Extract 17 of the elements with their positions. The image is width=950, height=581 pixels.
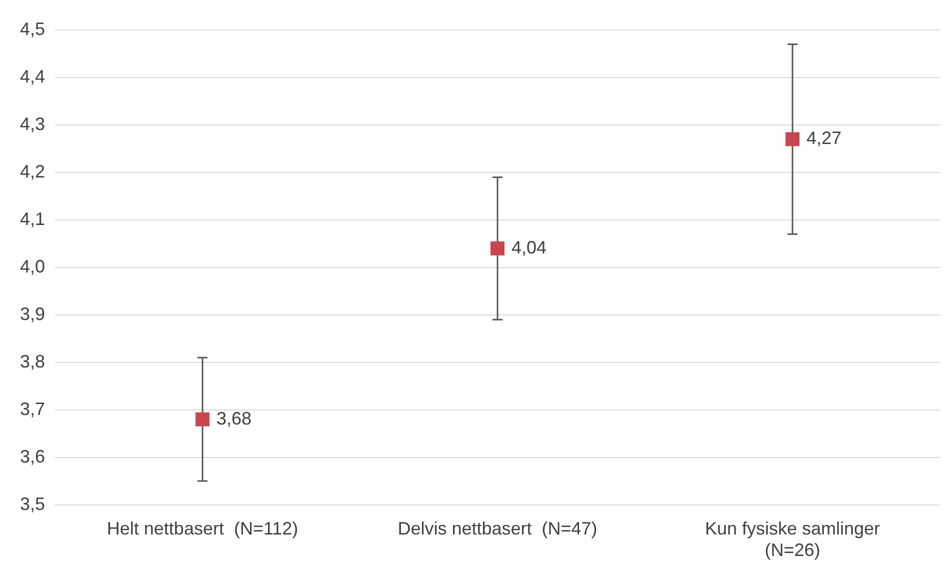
y-tick-label: 4,0 bbox=[20, 256, 46, 276]
data-label: 4,27 bbox=[806, 128, 842, 148]
y-tick-label: 4,3 bbox=[20, 114, 46, 134]
y-tick-label: 4,4 bbox=[20, 66, 46, 86]
x-tick-label: Kun fysiske samlinger (N=26) bbox=[704, 518, 880, 560]
x-tick-label: Helt nettbasert (N=112) bbox=[106, 518, 298, 539]
data-label: 3,68 bbox=[216, 408, 252, 428]
y-tick-label: 4,2 bbox=[20, 161, 46, 182]
y-tick-label: 3,5 bbox=[20, 494, 46, 514]
data-label: 4,04 bbox=[512, 237, 547, 258]
y-tick-label: 3,7 bbox=[20, 398, 46, 419]
y-tick-label: 4,1 bbox=[20, 208, 46, 229]
y-tick-label: 3,6 bbox=[20, 446, 46, 466]
y-tick-label: 3,8 bbox=[20, 351, 46, 372]
x-tick-label: Delvis nettbasert (N=47) bbox=[398, 518, 598, 539]
y-tick-label: 3,9 bbox=[20, 304, 46, 324]
y-tick-label: 4,5 bbox=[20, 18, 46, 39]
